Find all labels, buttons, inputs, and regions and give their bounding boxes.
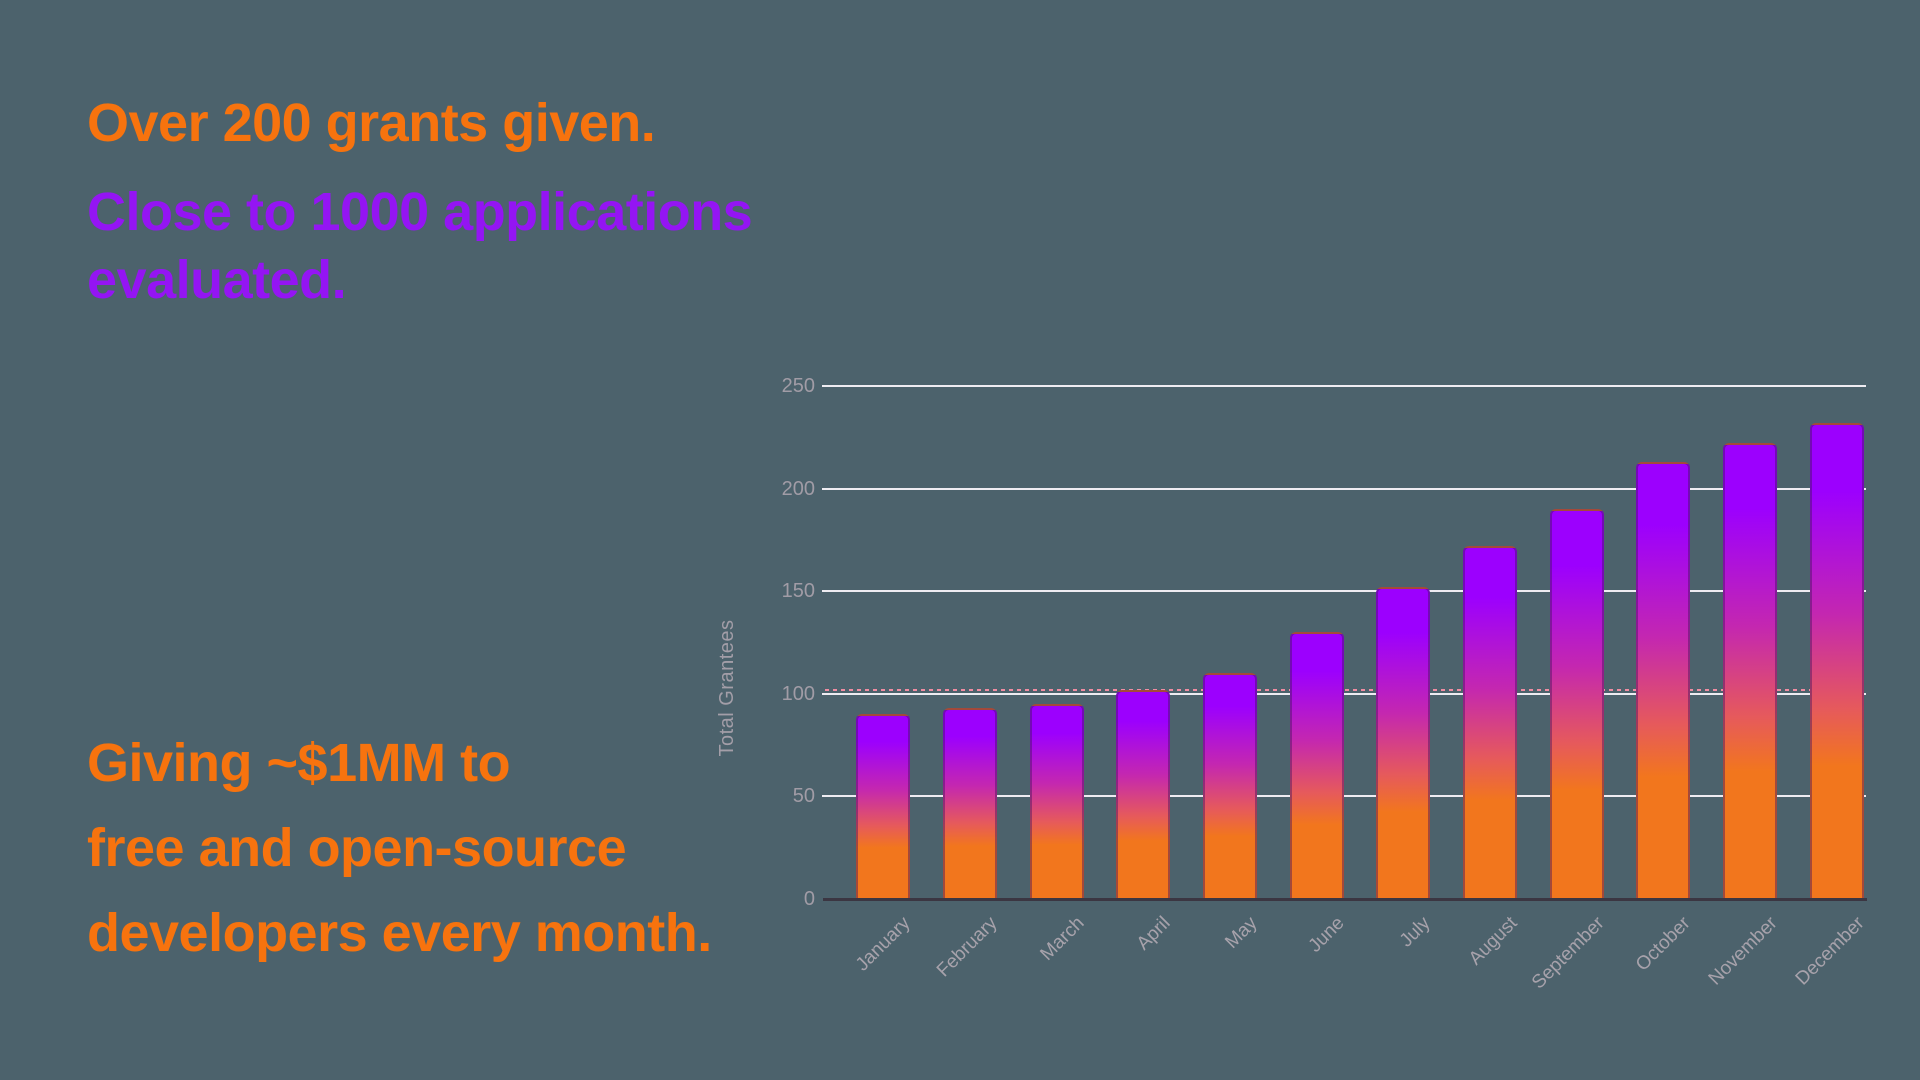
headline-grants-given: Over 200 grants given. <box>87 93 656 153</box>
bar-august <box>1463 546 1517 899</box>
x-tick-label-july: July <box>1396 912 1435 952</box>
x-tick-label-september: September <box>1527 912 1609 994</box>
annotation-dashed-line-100 <box>825 688 1865 691</box>
y-tick-label-250: 250 <box>781 375 815 397</box>
bar-january <box>856 714 911 899</box>
y-tick-label-100: 100 <box>781 682 815 705</box>
bar-june <box>1289 632 1344 899</box>
x-tick-label-april: April <box>1133 912 1175 955</box>
gridline-150 <box>822 590 1866 593</box>
bar-october <box>1636 461 1691 899</box>
footline-line1: Giving ~$1MM to <box>87 733 511 793</box>
footline-line3: developers every month. <box>87 903 712 963</box>
bar-july <box>1376 587 1431 899</box>
x-tick-label-november: November <box>1704 912 1782 990</box>
plot-area <box>825 386 1865 899</box>
x-axis-line <box>823 898 1867 901</box>
x-tick-label-january: January <box>852 912 915 976</box>
bar-march <box>1029 704 1084 899</box>
x-tick-label-august: August <box>1464 912 1522 970</box>
footline-line2: free and open-source <box>87 818 627 878</box>
bar-april <box>1116 689 1171 899</box>
bar-december <box>1809 422 1864 899</box>
headline-applications-line1: Close to 1000 applications <box>87 182 753 242</box>
x-tick-label-february: February <box>932 912 1002 982</box>
x-tick-label-october: October <box>1632 912 1695 976</box>
gridline-50 <box>822 795 1866 798</box>
x-tick-label-june: June <box>1304 912 1349 957</box>
bar-november <box>1723 443 1777 899</box>
y-tick-label-150: 150 <box>781 580 815 603</box>
gridline-200 <box>822 487 1866 490</box>
bar-may <box>1203 673 1257 899</box>
gridline-250 <box>822 385 1866 387</box>
x-tick-label-december: December <box>1791 912 1869 990</box>
bar-september <box>1549 509 1604 899</box>
footline-giving: Giving ~$1MM to free and open-source dev… <box>87 721 712 976</box>
y-tick-label-50: 50 <box>792 785 815 808</box>
headline-applications-evaluated: Close to 1000 applications evaluated. <box>87 178 753 314</box>
y-tick-label-0: 0 <box>803 888 815 910</box>
bar-february <box>943 708 997 899</box>
x-tick-label-may: May <box>1221 912 1262 953</box>
headline-applications-line2: evaluated. <box>87 250 347 310</box>
gridline-100 <box>822 692 1866 695</box>
x-tick-label-march: March <box>1036 912 1089 965</box>
y-tick-label-200: 200 <box>781 477 815 500</box>
